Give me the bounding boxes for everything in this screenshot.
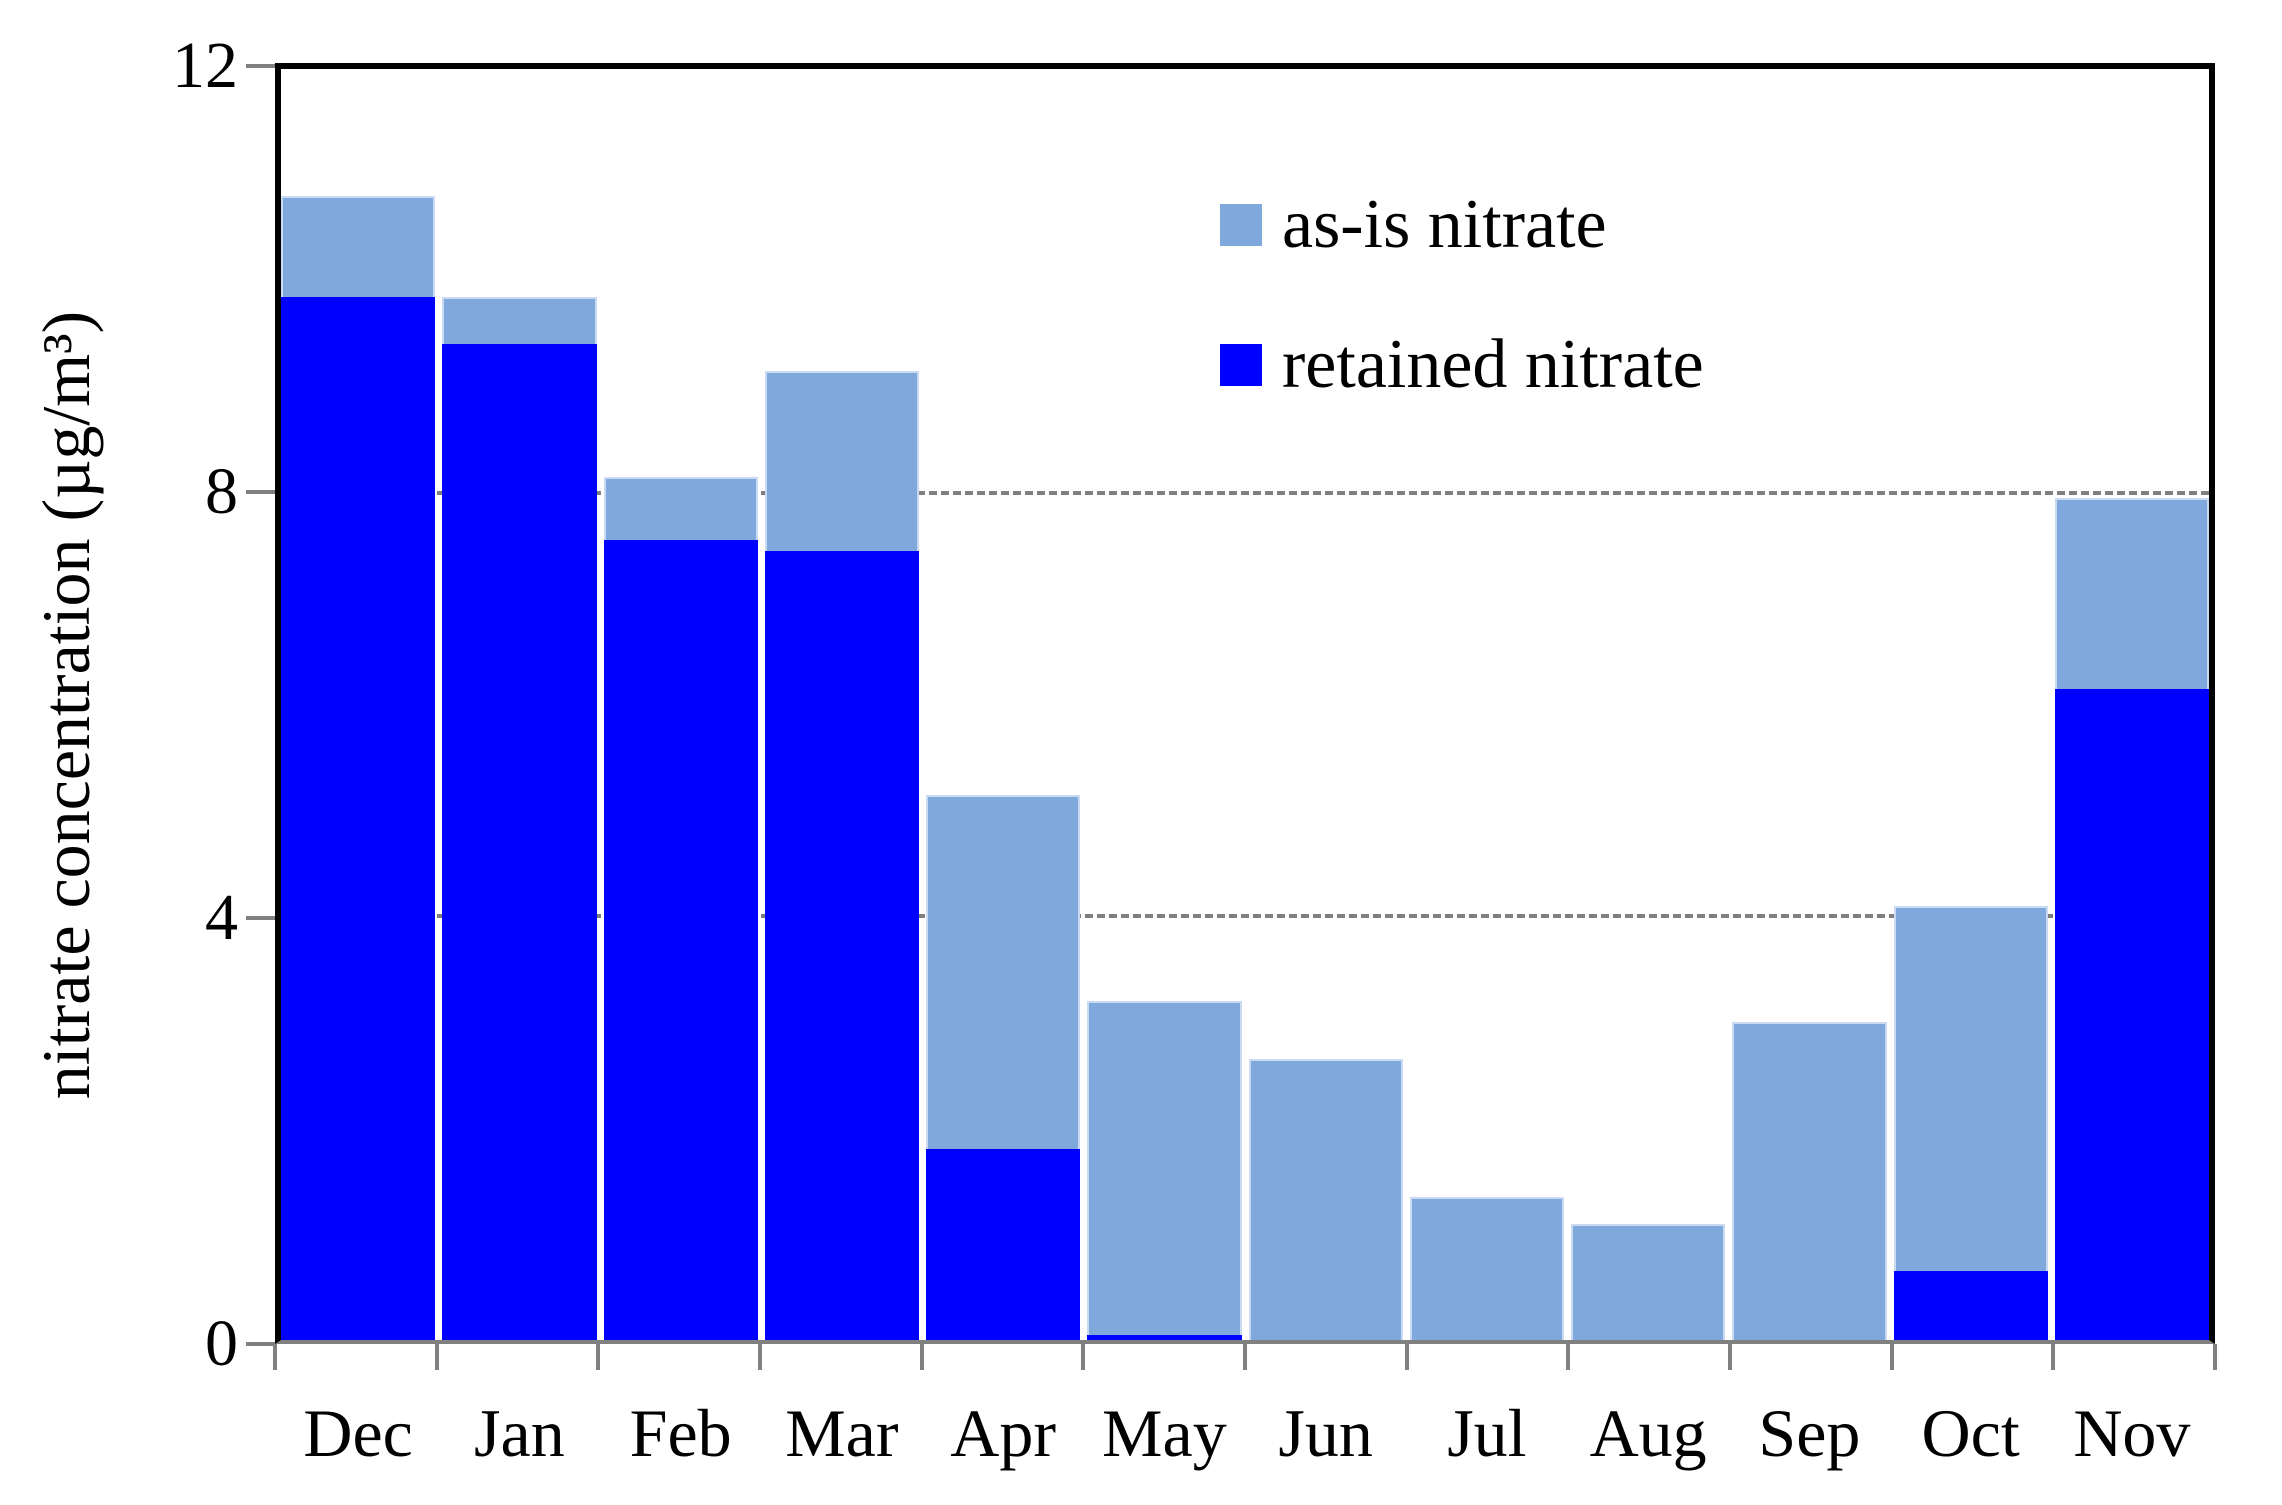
- x-tick-0: [273, 1344, 277, 1370]
- x-tick-7: [1404, 1344, 1409, 1370]
- bar-as-is-aug: [1571, 1223, 1726, 1340]
- bar-retained-oct: [1893, 1271, 2048, 1340]
- x-tick-9: [1728, 1344, 1732, 1370]
- y-tick-label-12: 12: [172, 29, 238, 102]
- bar-as-is-jul: [1409, 1197, 1564, 1340]
- legend-label-as-is-nitrate: as-is nitrate: [1282, 186, 1607, 263]
- bars-container: [281, 69, 2209, 1340]
- legend-item-retained-nitrate: retained nitrate: [1220, 325, 1704, 405]
- plot-area: as-is nitrate retained nitrate: [275, 63, 2215, 1344]
- bar-group-feb: [603, 69, 758, 1340]
- month-label-jan: Jan: [474, 1395, 565, 1471]
- x-axis-category-labels: Dec Jan Feb Mar Apr May Jun Jul Aug Sep Oct Nov: [281, 1396, 2209, 1471]
- month-label-may: May: [1102, 1395, 1227, 1471]
- x-tick-4: [919, 1344, 924, 1370]
- bar-group-dec: [281, 69, 436, 1340]
- y-tick-label-8: 8: [205, 455, 238, 528]
- bar-group-sep: [1732, 69, 1887, 1340]
- y-tick-12: [246, 64, 275, 68]
- bar-group-nov: [2054, 69, 2209, 1340]
- bar-retained-feb: [603, 540, 758, 1340]
- month-label-feb: Feb: [629, 1395, 732, 1471]
- bar-retained-dec: [281, 296, 436, 1340]
- bar-retained-apr: [926, 1149, 1081, 1340]
- month-label-mar: Mar: [785, 1395, 899, 1471]
- bar-as-is-oct: [1893, 905, 2048, 1340]
- bar-group-may: [1087, 69, 1242, 1340]
- x-tick-12: [2213, 1344, 2217, 1370]
- month-label-jun: Jun: [1278, 1395, 1373, 1471]
- bar-group-mar: [764, 69, 919, 1340]
- legend-label-retained-nitrate: retained nitrate: [1282, 326, 1704, 403]
- x-tick-8: [1566, 1344, 1571, 1370]
- y-tick-label-4: 4: [205, 881, 238, 954]
- month-label-nov: Nov: [2073, 1395, 2191, 1471]
- bar-retained-nov: [2054, 688, 2209, 1340]
- bar-retained-may: [1087, 1334, 1242, 1340]
- month-label-jul: Jul: [1447, 1395, 1527, 1471]
- bar-as-is-sep: [1732, 1022, 1887, 1340]
- bar-group-jul: [1409, 69, 1564, 1340]
- y-tick-8: [246, 490, 275, 494]
- month-label-sep: Sep: [1758, 1395, 1861, 1471]
- x-tick-6: [1243, 1344, 1247, 1370]
- bar-as-is-jun: [1248, 1059, 1403, 1340]
- y-axis-title: nitrate concentration (µg/m³): [28, 310, 104, 1100]
- month-label-dec: Dec: [303, 1395, 413, 1471]
- bar-group-jun: [1248, 69, 1403, 1340]
- bar-group-apr: [926, 69, 1081, 1340]
- bar-retained-jan: [442, 344, 597, 1340]
- bar-retained-mar: [764, 550, 919, 1340]
- y-tick-4: [246, 916, 275, 920]
- x-tick-10: [1889, 1344, 1894, 1370]
- x-tick-5: [1081, 1344, 1086, 1370]
- month-label-oct: Oct: [1921, 1395, 2020, 1471]
- x-tick-2: [596, 1344, 601, 1370]
- y-tick-label-0: 0: [205, 1307, 238, 1380]
- legend: as-is nitrate retained nitrate: [1220, 185, 1704, 405]
- legend-item-as-is-nitrate: as-is nitrate: [1220, 185, 1704, 265]
- month-label-apr: Apr: [950, 1395, 1056, 1471]
- x-tick-3: [758, 1344, 762, 1370]
- legend-swatch-retained-nitrate-icon: [1220, 344, 1262, 386]
- bar-group-aug: [1571, 69, 1726, 1340]
- gridline-8: [281, 490, 2209, 495]
- bar-group-jan: [442, 69, 597, 1340]
- bar-as-is-may: [1087, 1001, 1242, 1340]
- y-tick-0: [246, 1342, 275, 1346]
- x-tick-11: [2051, 1344, 2056, 1370]
- legend-swatch-as-is-nitrate-icon: [1220, 204, 1262, 246]
- bar-group-oct: [1893, 69, 2048, 1340]
- y-axis-title-wrap: nitrate concentration (µg/m³): [0, 66, 132, 1344]
- x-tick-1: [434, 1344, 439, 1370]
- month-label-aug: Aug: [1589, 1395, 1707, 1471]
- gridline-4: [281, 914, 2209, 919]
